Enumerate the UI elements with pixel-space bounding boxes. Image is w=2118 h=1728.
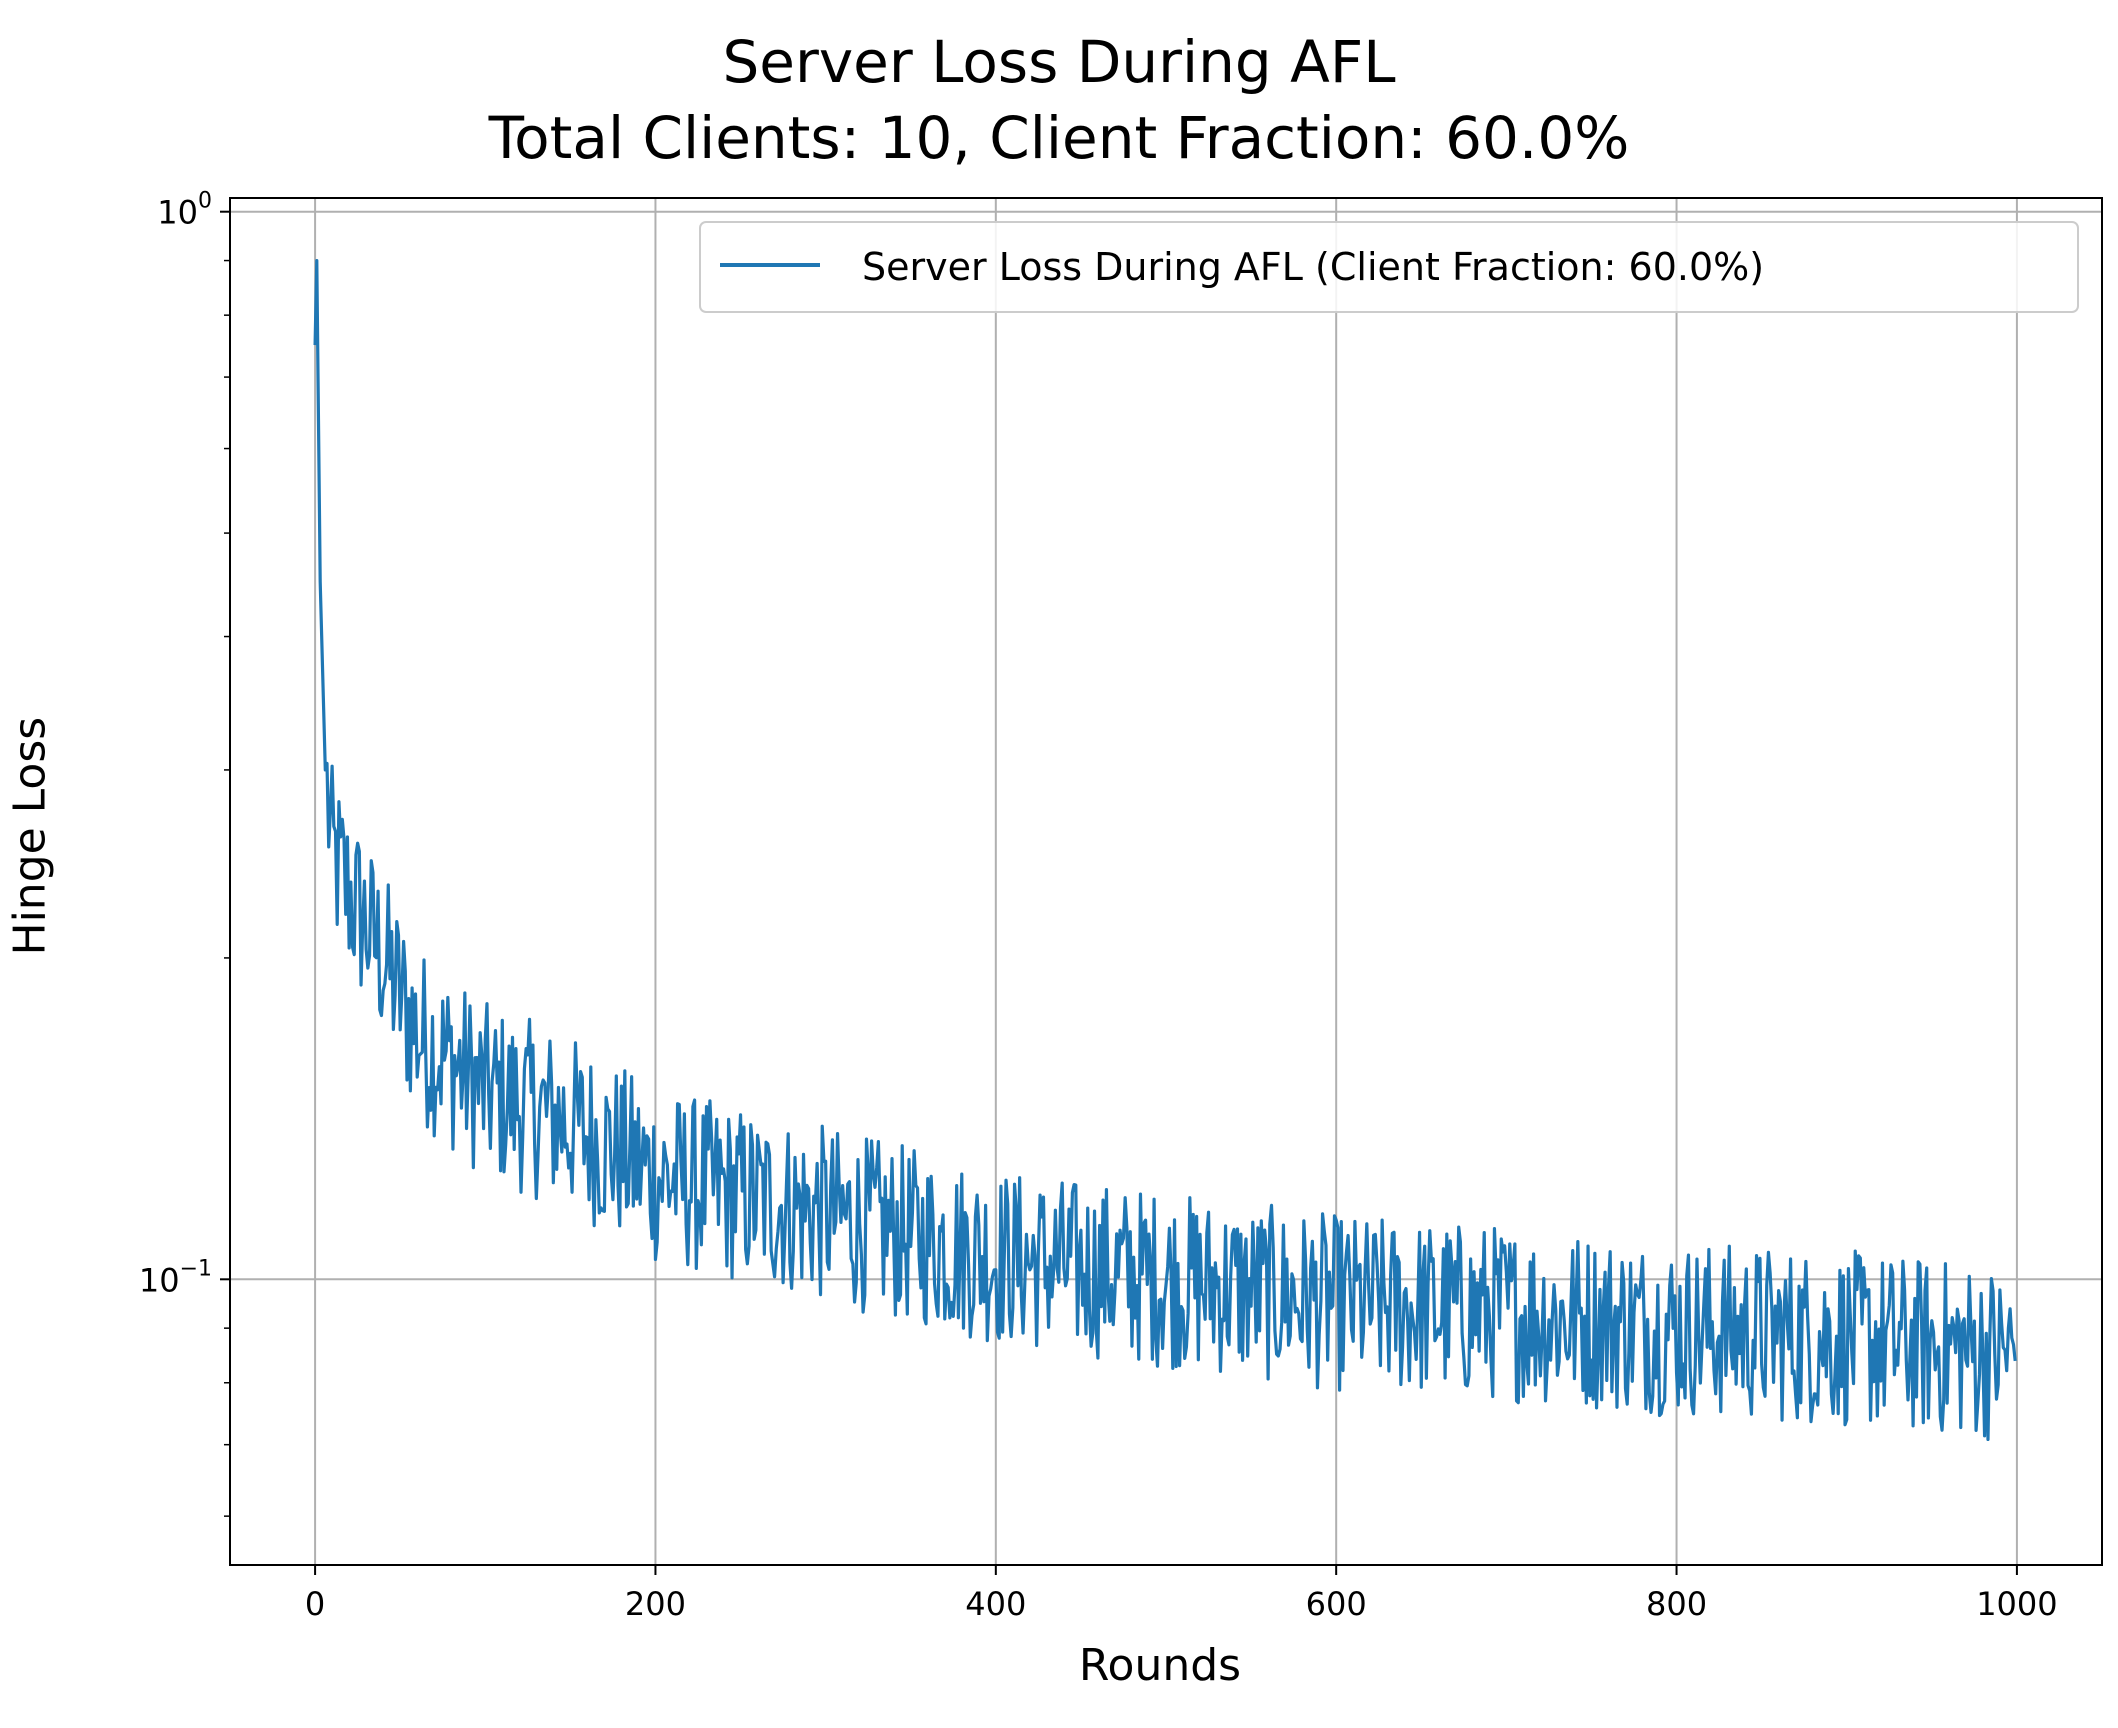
y-ticks: 100 10−1 xyxy=(139,189,230,1517)
y-tick-label: 10−1 xyxy=(139,1256,212,1299)
x-tick-label: 400 xyxy=(965,1585,1026,1623)
x-ticks: 0 200 400 600 800 1000 xyxy=(305,1565,2058,1623)
series-layer xyxy=(313,258,2017,1442)
x-tick-label: 1000 xyxy=(1976,1585,2057,1623)
x-axis-label: Rounds xyxy=(1078,1640,1242,1691)
legend: Server Loss During AFL (Client Fraction:… xyxy=(699,221,2079,313)
x-tick-label: 600 xyxy=(1306,1585,1367,1623)
legend-label: Server Loss During AFL (Client Fraction:… xyxy=(862,245,1764,289)
x-tick-label: 800 xyxy=(1646,1585,1707,1623)
x-tick-label: 0 xyxy=(305,1585,325,1623)
y-axis-label: Hinge Loss xyxy=(4,716,56,956)
axes-frame xyxy=(229,197,2103,1566)
series-line xyxy=(313,258,2017,1442)
chart-title-line-2: Total Clients: 10, Client Fraction: 60.0… xyxy=(488,104,1630,172)
chart-title-line-1: Server Loss During AFL xyxy=(722,28,1396,96)
x-tick-label: 200 xyxy=(625,1585,686,1623)
y-tick-label: 100 xyxy=(157,189,212,232)
legend-box xyxy=(699,221,2079,313)
